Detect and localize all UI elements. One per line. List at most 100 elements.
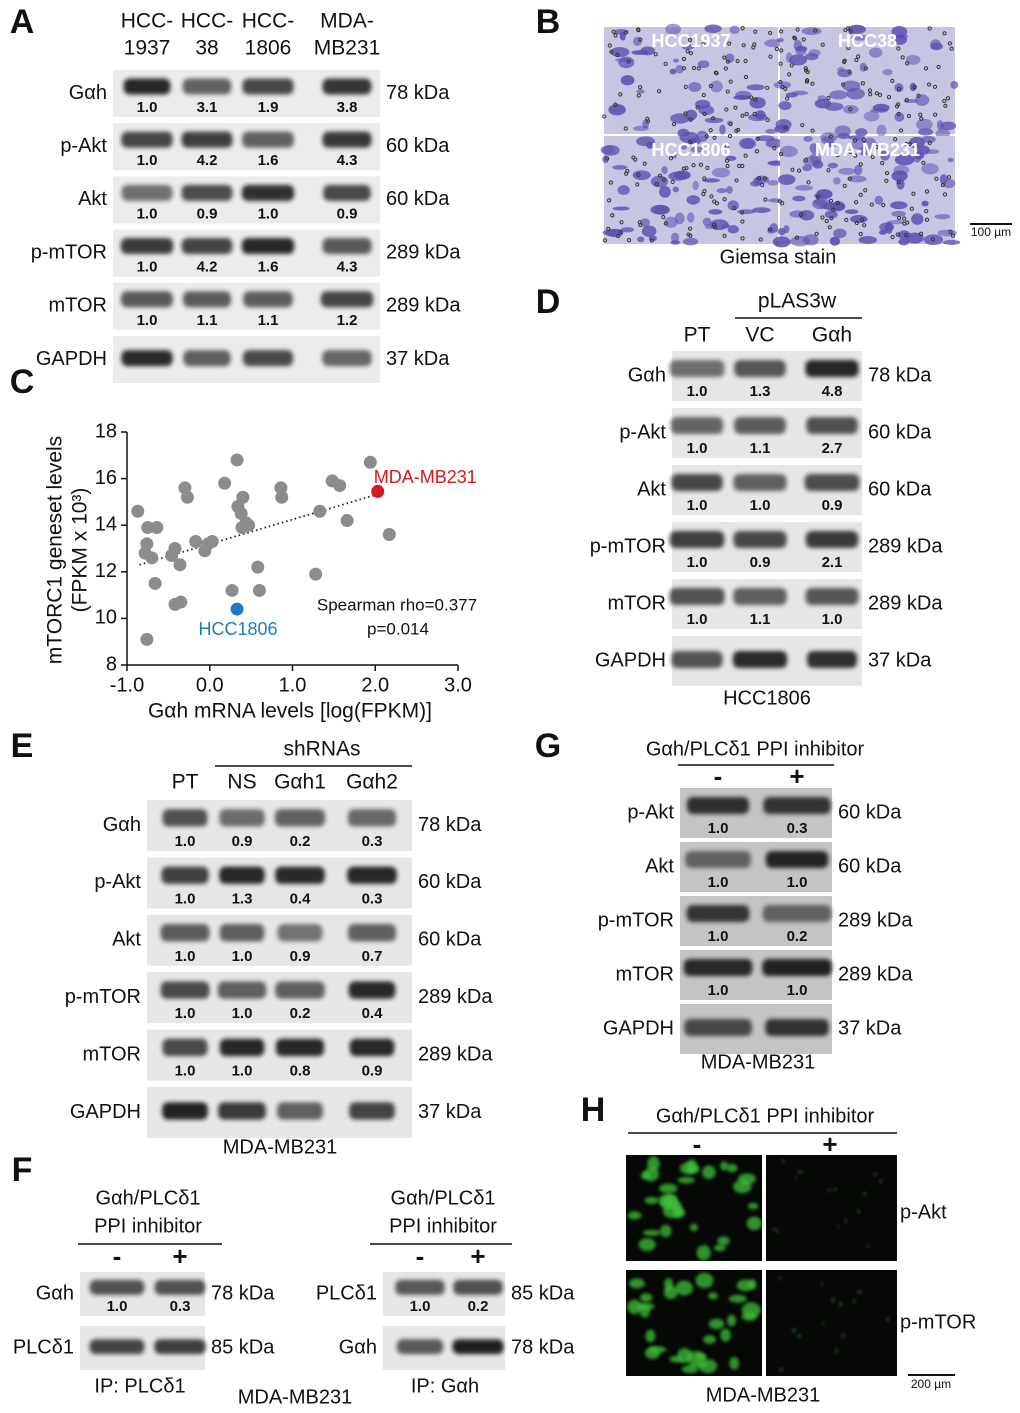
pore [848,29,853,34]
quantification: 0.8 [290,1063,311,1080]
lane-label: 38 [195,37,218,60]
cell [620,227,635,233]
pore [803,158,809,163]
pore [932,84,938,89]
band [121,131,173,148]
cell [697,60,710,69]
cell [779,1367,784,1372]
pore [654,182,659,187]
cell [831,1297,835,1303]
quantification: 3.8 [337,99,358,116]
cell [701,1165,716,1180]
quantification: 1.0 [175,1005,196,1022]
band [762,905,832,922]
pore [688,139,693,145]
band [670,417,724,434]
cell [890,201,908,210]
cell [936,120,944,131]
cell [720,1328,731,1342]
pore [919,231,924,236]
band [275,1038,325,1057]
footer-label: MDA-MB231 [706,1384,820,1406]
pore [880,160,885,166]
cell [844,209,859,215]
pore [927,140,932,145]
pore [615,52,620,58]
pore [896,86,902,92]
cell [829,90,848,100]
pore [701,42,706,47]
band [320,291,374,308]
row-label: p-mTOR [590,535,666,557]
cell [643,1167,659,1182]
cell [802,234,819,246]
pore [681,166,686,171]
kda-label: 78 kDa [211,1282,275,1304]
pore [752,42,757,47]
cell [884,221,893,234]
pore [740,113,745,118]
pore [602,238,608,243]
quantification: 0.9 [750,554,771,571]
kda-label: 85 kDa [211,1336,275,1358]
cell [838,167,856,175]
pore [637,220,642,225]
band [183,350,231,367]
annotation: Spearman rho=0.377 [317,595,477,614]
lane-label: NS [227,771,256,794]
cell [702,217,712,227]
pore [735,58,740,64]
cell [644,1196,659,1205]
pore [780,84,785,90]
quantification: 2.7 [822,440,843,457]
pore [681,56,687,62]
cell [686,195,701,205]
cell [804,53,819,61]
point [174,595,188,609]
pore [684,166,689,171]
band [162,1038,208,1057]
header-label: Gαh/PLCδ1 PPI inhibitor [646,738,865,760]
cell [917,145,930,155]
cell [768,198,783,203]
pore [713,70,718,75]
cell [789,54,808,66]
pore [668,156,674,161]
cell [755,110,766,120]
pore [722,233,727,238]
cell [827,1189,832,1192]
point [251,560,265,574]
cell [879,1179,882,1184]
y-tick-label: 16 [95,467,117,489]
pore [743,58,748,64]
cell [841,1333,846,1338]
image-label: HCC1937 [651,31,730,51]
pore [874,145,879,150]
band [805,360,859,377]
cell [704,117,724,124]
point [252,583,266,597]
pore [727,41,732,46]
cell [795,46,807,56]
cell [636,89,645,94]
band [162,809,208,827]
cell [886,1317,890,1322]
pore [860,81,865,86]
quantification: 1.0 [137,152,158,169]
image-label: HCC1806 [651,140,730,160]
cell [827,162,839,169]
quantification: 1.0 [175,890,196,907]
cell [639,1304,650,1318]
pore [903,233,909,238]
cell [746,84,765,91]
pore [779,48,784,53]
quantification: 0.3 [362,833,383,850]
quantification: 1.0 [708,820,729,837]
pore [881,203,886,208]
cell [727,225,739,234]
pore [702,176,707,181]
band [219,809,265,827]
cell [866,1245,870,1248]
band [274,809,326,827]
pore [774,46,779,52]
